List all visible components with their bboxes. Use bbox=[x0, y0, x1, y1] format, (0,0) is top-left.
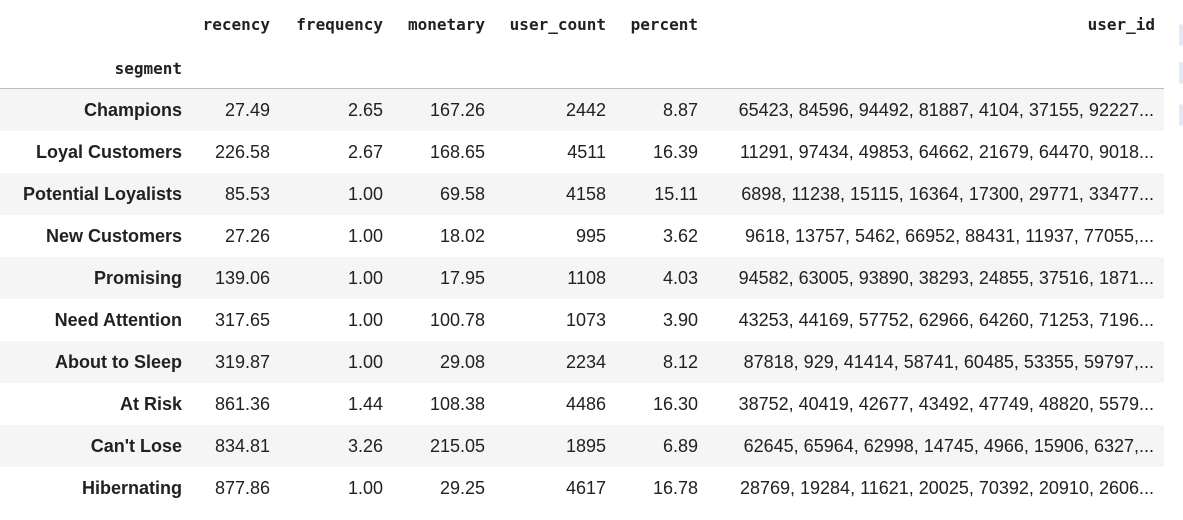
scroll-thumb[interactable] bbox=[1179, 104, 1183, 126]
cell-recency: 317.65 bbox=[214, 309, 270, 330]
row-label-segment: About to Sleep bbox=[55, 351, 182, 372]
cell-percent: 3.90 bbox=[662, 309, 698, 330]
table-row: Potential Loyalists 85.53 1.00 69.58 415… bbox=[0, 173, 1164, 215]
cell-frequency: 1.00 bbox=[347, 477, 383, 498]
cell-monetary: 168.65 bbox=[429, 141, 485, 162]
row-label-segment: Can't Lose bbox=[90, 435, 182, 456]
cell-percent: 16.30 bbox=[652, 393, 698, 414]
cell-user-id: 43253, 44169, 57752, 62966, 64260, 71253… bbox=[738, 309, 1154, 330]
cell-frequency: 2.65 bbox=[347, 99, 383, 120]
cell-user-id: 28769, 19284, 11621, 20025, 70392, 20910… bbox=[739, 477, 1154, 498]
cell-recency: 27.49 bbox=[224, 99, 270, 120]
cell-monetary: 29.08 bbox=[439, 351, 485, 372]
cell-frequency: 2.67 bbox=[347, 141, 383, 162]
cell-percent: 6.89 bbox=[662, 435, 698, 456]
cell-monetary: 69.58 bbox=[439, 183, 485, 204]
scroll-thumb[interactable] bbox=[1179, 62, 1183, 84]
table-row: Champions 27.49 2.65 167.26 2442 8.87 65… bbox=[0, 88, 1164, 131]
table-row: At Risk 861.36 1.44 108.38 4486 16.30 38… bbox=[0, 383, 1164, 425]
table-row: About to Sleep 319.87 1.00 29.08 2234 8.… bbox=[0, 341, 1164, 383]
cell-user-id: 6898, 11238, 15115, 16364, 17300, 29771,… bbox=[741, 183, 1154, 204]
cell-user-count: 4486 bbox=[565, 393, 606, 414]
index-header-row: segment bbox=[0, 48, 1164, 89]
cell-user-id: 62645, 65964, 62998, 14745, 4966, 15906,… bbox=[743, 435, 1154, 456]
cell-recency: 834.81 bbox=[214, 435, 270, 456]
cell-recency: 139.06 bbox=[214, 267, 270, 288]
header-corner bbox=[0, 0, 191, 48]
cell-percent: 4.03 bbox=[662, 267, 698, 288]
cell-percent: 16.78 bbox=[652, 477, 698, 498]
scroll-thumb[interactable] bbox=[1179, 24, 1183, 46]
row-label-segment: Hibernating bbox=[81, 477, 182, 498]
cell-user-count: 2234 bbox=[565, 351, 606, 372]
cell-monetary: 18.02 bbox=[439, 225, 485, 246]
cell-monetary: 17.95 bbox=[439, 267, 485, 288]
cell-frequency: 1.00 bbox=[347, 225, 383, 246]
row-label-segment: Need Attention bbox=[54, 309, 182, 330]
cell-frequency: 1.00 bbox=[347, 267, 383, 288]
row-label-segment: At Risk bbox=[119, 393, 182, 414]
cell-frequency: 1.00 bbox=[347, 309, 383, 330]
column-header-monetary: monetary bbox=[407, 14, 485, 34]
cell-recency: 226.58 bbox=[214, 141, 270, 162]
cell-percent: 8.12 bbox=[662, 351, 698, 372]
column-header-frequency: frequency bbox=[296, 14, 383, 34]
cell-recency: 877.86 bbox=[214, 477, 270, 498]
column-header-row: recency frequency monetary user_count pe… bbox=[0, 0, 1164, 48]
table-row: Loyal Customers 226.58 2.67 168.65 4511 … bbox=[0, 131, 1164, 173]
table-row: Need Attention 317.65 1.00 100.78 1073 3… bbox=[0, 299, 1164, 341]
segment-table: recency frequency monetary user_count pe… bbox=[0, 0, 1164, 509]
index-name-segment: segment bbox=[0, 48, 191, 89]
cell-recency: 861.36 bbox=[214, 393, 270, 414]
cell-user-count: 2442 bbox=[565, 99, 606, 120]
row-label-segment: Potential Loyalists bbox=[22, 183, 182, 204]
cell-monetary: 100.78 bbox=[429, 309, 485, 330]
cell-recency: 85.53 bbox=[224, 183, 270, 204]
cell-frequency: 3.26 bbox=[347, 435, 383, 456]
cell-percent: 16.39 bbox=[652, 141, 698, 162]
table-row: Can't Lose 834.81 3.26 215.05 1895 6.89 … bbox=[0, 425, 1164, 467]
column-header-recency: recency bbox=[202, 14, 270, 34]
row-label-segment: Champions bbox=[83, 99, 182, 120]
cell-monetary: 167.26 bbox=[429, 99, 485, 120]
table-body: Champions 27.49 2.65 167.26 2442 8.87 65… bbox=[0, 88, 1164, 509]
cell-user-id: 11291, 97434, 49853, 64662, 21679, 64470… bbox=[739, 141, 1154, 162]
table-row: Hibernating 877.86 1.00 29.25 4617 16.78… bbox=[0, 467, 1164, 509]
cell-user-count: 4511 bbox=[567, 141, 606, 162]
cell-user-count: 1073 bbox=[565, 309, 606, 330]
cell-recency: 27.26 bbox=[224, 225, 270, 246]
column-header-user-id: user_id bbox=[1087, 14, 1155, 34]
cell-percent: 8.87 bbox=[662, 99, 698, 120]
cell-recency: 319.87 bbox=[214, 351, 270, 372]
cell-user-count: 4158 bbox=[565, 183, 606, 204]
row-label-segment: Promising bbox=[93, 267, 182, 288]
cell-user-id: 9618, 13757, 5462, 66952, 88431, 11937, … bbox=[744, 225, 1154, 246]
cell-frequency: 1.00 bbox=[347, 351, 383, 372]
row-label-segment: Loyal Customers bbox=[35, 141, 182, 162]
cell-user-count: 1895 bbox=[565, 435, 606, 456]
cell-user-count: 1108 bbox=[567, 267, 606, 288]
cell-monetary: 108.38 bbox=[429, 393, 485, 414]
cell-frequency: 1.00 bbox=[347, 183, 383, 204]
row-label-segment: New Customers bbox=[45, 225, 182, 246]
column-header-percent: percent bbox=[630, 14, 698, 34]
cell-percent: 15.11 bbox=[654, 183, 698, 204]
column-header-user-count: user_count bbox=[509, 14, 606, 34]
cell-user-id: 38752, 40419, 42677, 43492, 47749, 48820… bbox=[738, 393, 1154, 414]
cell-monetary: 215.05 bbox=[429, 435, 485, 456]
cell-monetary: 29.25 bbox=[439, 477, 485, 498]
table-row: New Customers 27.26 1.00 18.02 995 3.62 … bbox=[0, 215, 1164, 257]
cell-percent: 3.62 bbox=[662, 225, 698, 246]
cell-user-count: 995 bbox=[575, 225, 606, 246]
table-row: Promising 139.06 1.00 17.95 1108 4.03 94… bbox=[0, 257, 1164, 299]
cell-user-id: 94582, 63005, 93890, 38293, 24855, 37516… bbox=[738, 267, 1154, 288]
cell-user-id: 87818, 929, 41414, 58741, 60485, 53355, … bbox=[743, 351, 1154, 372]
cell-user-count: 4617 bbox=[565, 477, 606, 498]
cell-frequency: 1.44 bbox=[347, 393, 383, 414]
output-scroll-edge[interactable] bbox=[1177, 0, 1183, 520]
cell-user-id: 65423, 84596, 94492, 81887, 4104, 37155,… bbox=[738, 99, 1154, 120]
